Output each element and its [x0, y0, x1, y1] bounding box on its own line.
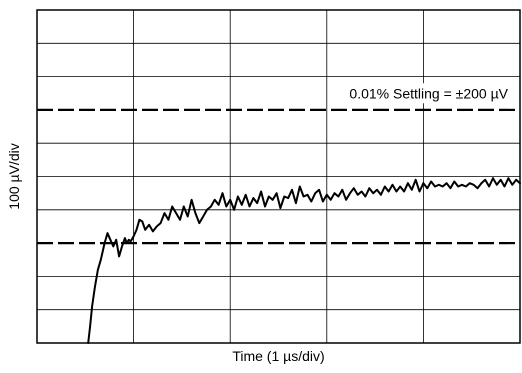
x-axis-label: Time (1 µs/div)	[232, 348, 324, 364]
series-layer	[87, 177, 521, 344]
grid	[37, 10, 520, 343]
annotation-background	[343, 83, 515, 104]
y-axis-label: 100 µV/div	[6, 143, 22, 209]
series-line-0	[87, 177, 521, 344]
settling-band	[37, 108, 520, 245]
settling-annotation: 0.01% Settling = ±200 µV	[349, 85, 508, 101]
plot-frame	[36, 9, 521, 344]
annotation-layer: 0.01% Settling = ±200 µV	[343, 83, 515, 104]
